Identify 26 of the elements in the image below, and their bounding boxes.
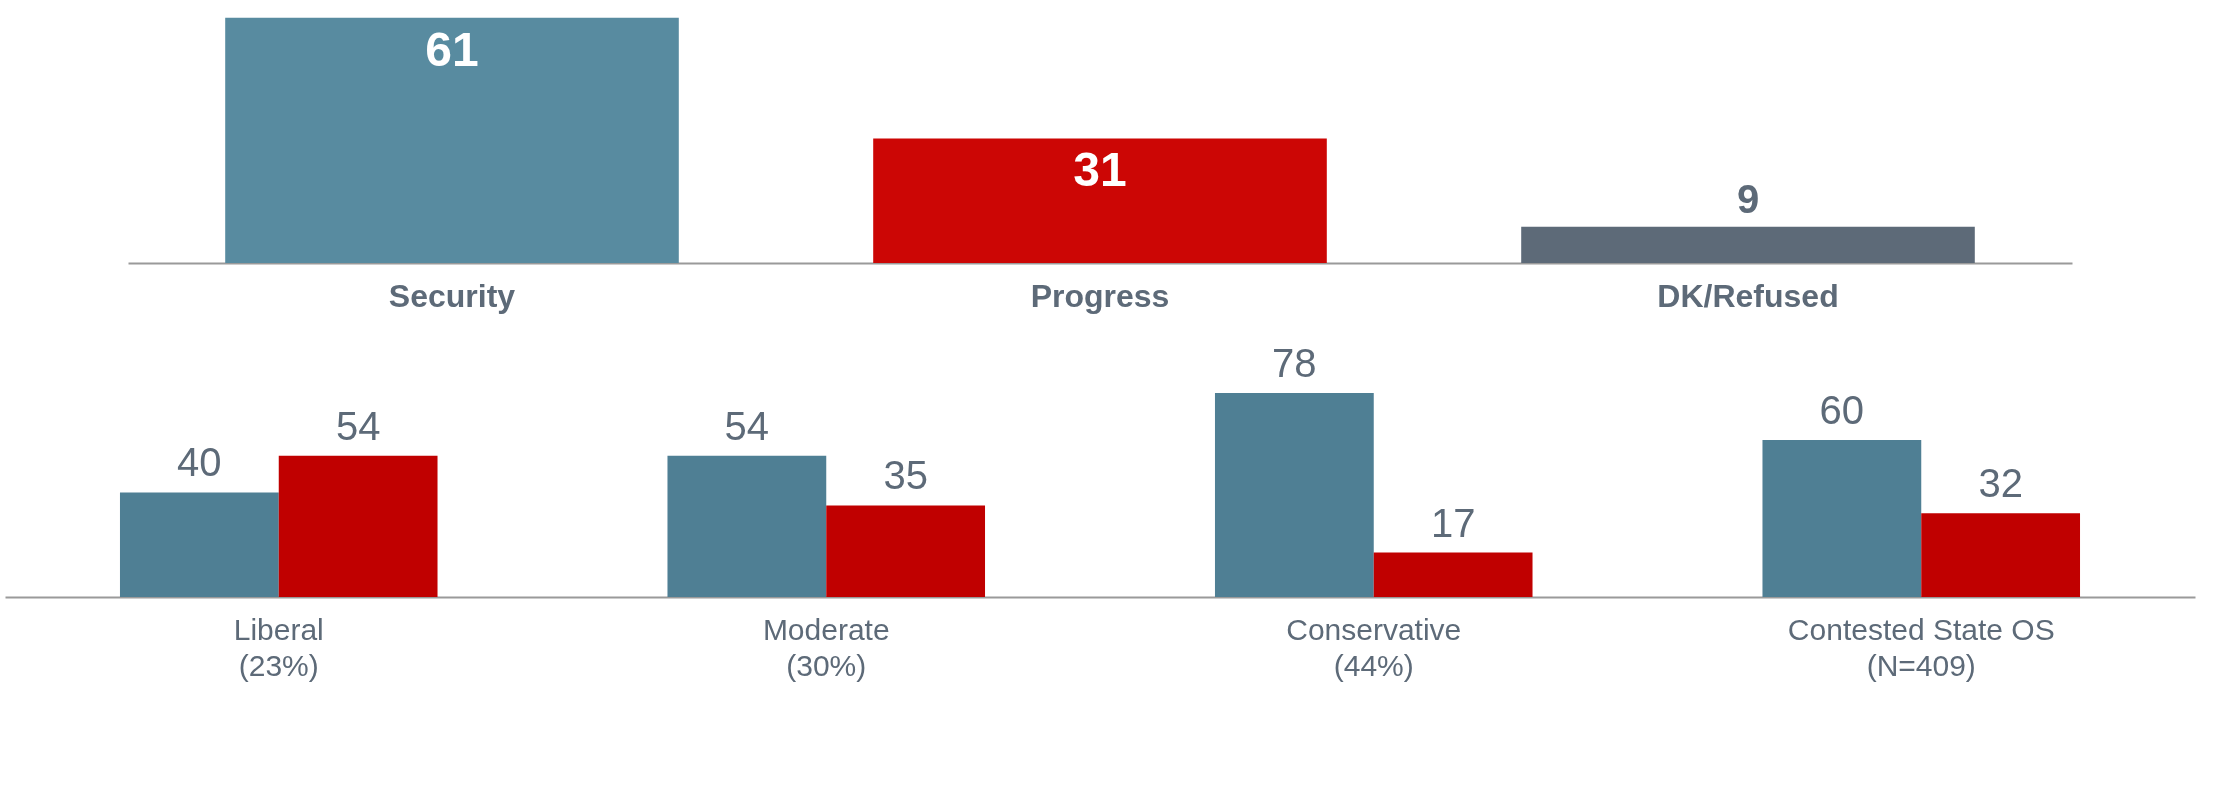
x-tick-label: Moderate (30%) bbox=[762, 612, 890, 682]
data-label: 54 bbox=[724, 403, 770, 448]
bar bbox=[278, 455, 438, 597]
bar bbox=[826, 505, 986, 597]
data-label: 60 bbox=[1819, 388, 1865, 433]
x-tick-label: Liberal (23%) bbox=[233, 612, 324, 682]
bar bbox=[1214, 393, 1374, 597]
data-label: 9 bbox=[1736, 176, 1760, 221]
bar bbox=[667, 455, 827, 597]
data-label: 61 bbox=[425, 22, 479, 76]
x-tick-label: Conservative (44%) bbox=[1286, 612, 1462, 682]
data-label: 35 bbox=[883, 453, 928, 498]
bar bbox=[1921, 513, 2081, 597]
data-label: 17 bbox=[1430, 500, 1476, 545]
bar bbox=[1373, 552, 1533, 597]
bar bbox=[119, 492, 279, 597]
data-label: 40 bbox=[177, 440, 222, 485]
data-label: 32 bbox=[1978, 461, 2023, 506]
x-tick-label: DK/Refused bbox=[1657, 277, 1839, 314]
x-tick-label: Security bbox=[388, 277, 516, 314]
x-tick-label: Progress bbox=[1030, 277, 1170, 314]
data-label: 54 bbox=[335, 403, 381, 448]
bar bbox=[1762, 440, 1922, 597]
x-tick-label: Contested State OS (N=409) bbox=[1787, 612, 2055, 682]
data-label: 78 bbox=[1272, 341, 1317, 385]
data-label: 31 bbox=[1073, 143, 1127, 197]
